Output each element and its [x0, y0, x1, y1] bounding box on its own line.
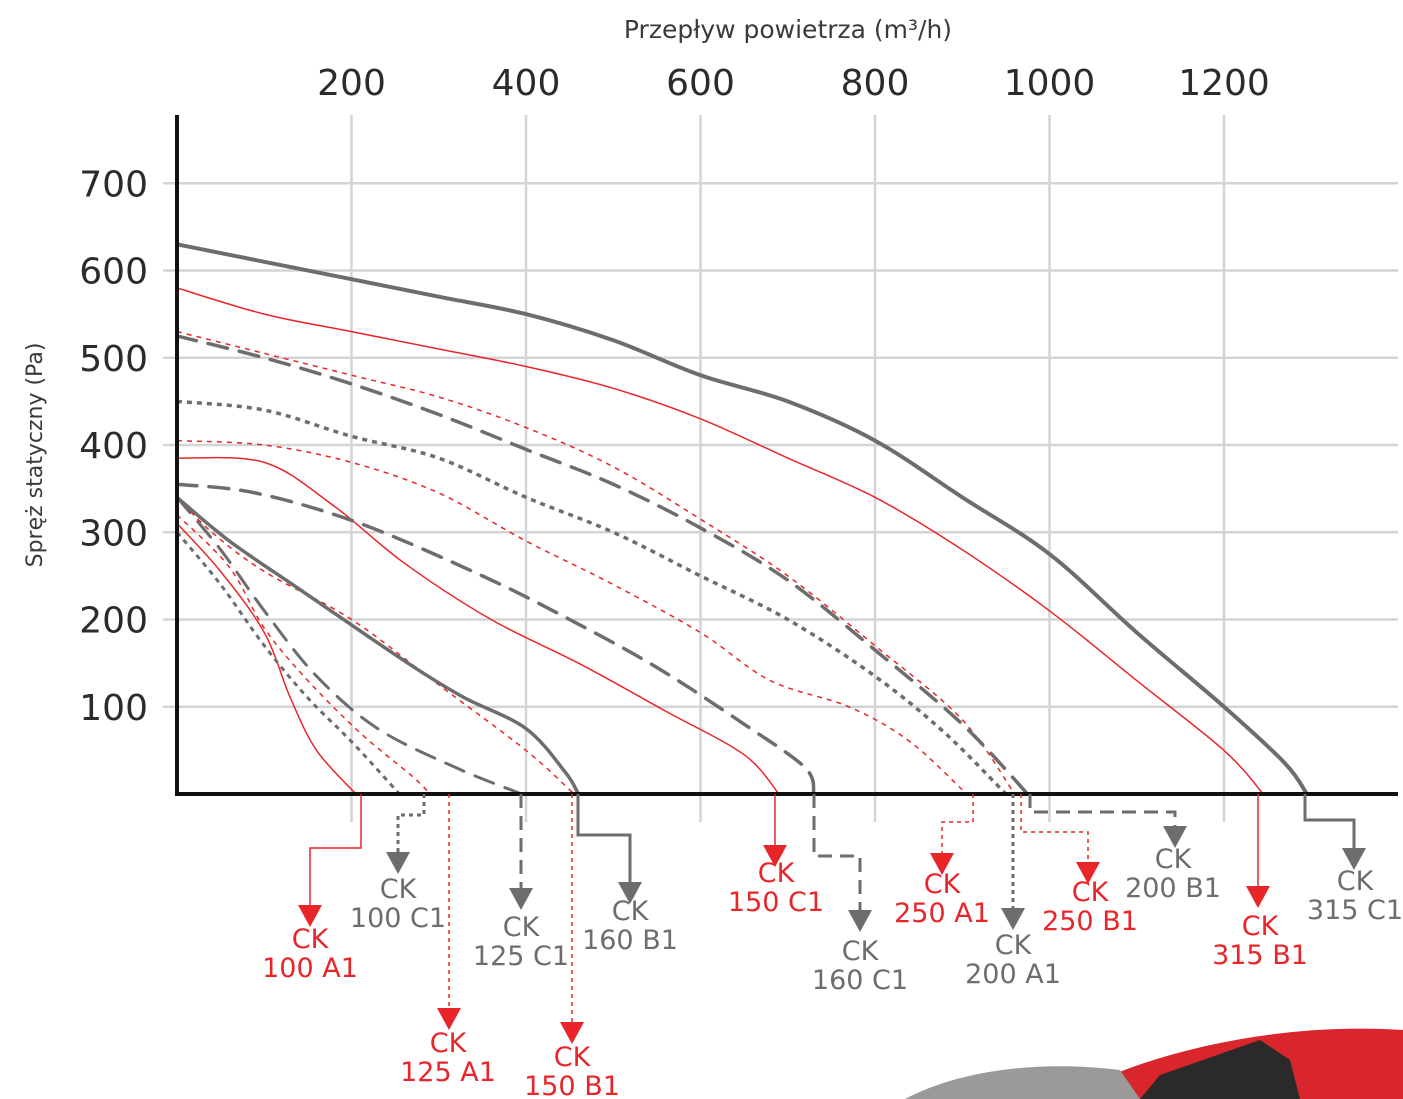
series-label-ck-315-b1: CK: [1242, 911, 1280, 942]
series-label-ck-200-b1-model: 200 B1: [1125, 873, 1221, 904]
series-label-ck-150-b1: CK: [554, 1042, 592, 1073]
curve-ck-160-b1: [175, 495, 581, 796]
series-label-ck-100-a1-model: 100 A1: [262, 953, 358, 984]
product-image-fragment: [905, 1028, 1403, 1099]
curve-ck-315-b1: [176, 287, 1265, 795]
series-label-ck-200-a1-model: 200 A1: [965, 959, 1061, 990]
y-axis-title: Spręż statyczny (Pa): [23, 343, 48, 568]
leader-line-ck-100-c1: [396, 794, 426, 852]
series-label-ck-150-b1-model: 150 B1: [524, 1071, 620, 1099]
y-tick-label: 200: [79, 601, 148, 642]
series-label-ck-160-c1-model: 160 C1: [812, 965, 908, 996]
series-label-ck-315-b1-model: 315 B1: [1212, 940, 1308, 971]
arrow-head-ck-150-b1: [560, 1022, 584, 1044]
series-label-ck-250-b1-model: 250 B1: [1042, 906, 1138, 937]
arrow-head-ck-125-c1: [509, 888, 533, 910]
y-tick-label: 700: [79, 164, 148, 205]
series-label-ck-160-c1: CK: [842, 936, 880, 967]
arrow-head-ck-100-c1: [386, 852, 410, 874]
series-label-ck-125-c1: CK: [503, 912, 541, 943]
arrow-head-ck-160-b1: [618, 882, 642, 904]
arrow-head-ck-100-a1: [298, 905, 322, 927]
series-label-ck-150-c1-model: 150 C1: [728, 887, 824, 918]
curve-ck-315-c1: [175, 242, 1309, 796]
leader-line-ck-200-b1: [1028, 794, 1177, 826]
series-label-ck-160-b1: CK: [612, 896, 650, 927]
product-dark-cap: [1140, 1040, 1300, 1099]
series-label-ck-160-b1-model: 160 B1: [582, 925, 678, 956]
curve-ck-150-c1: [176, 456, 780, 795]
series-label-ck-315-c1-model: 315 C1: [1307, 895, 1403, 926]
leader-line-ck-250-b1: [1020, 794, 1089, 862]
series-label-ck-125-c1-model: 125 C1: [473, 941, 569, 972]
arrow-head-ck-250-b1: [1076, 862, 1100, 884]
arrow-head-ck-200-a1: [1001, 908, 1025, 930]
y-tick-label: 600: [79, 252, 148, 293]
x-tick-label: 1200: [1178, 63, 1270, 104]
arrow-head-ck-250-a1: [930, 853, 954, 875]
curve-ck-100-c1: [175, 531, 401, 796]
curve-ck-160-c1: [175, 482, 816, 796]
arrow-head-ck-150-c1: [763, 845, 787, 867]
y-tick-label: 300: [79, 513, 148, 554]
x-tick-label: 400: [492, 63, 561, 104]
curve-ck-150-b1: [176, 496, 575, 795]
series-label-ck-200-b1: CK: [1155, 844, 1193, 875]
leader-line-ck-315-c1: [1303, 794, 1356, 848]
curve-ck-200-b1: [175, 334, 1030, 796]
arrow-head-ck-200-b1: [1163, 826, 1187, 848]
curve-ck-200-a1: [176, 399, 1008, 796]
series-label-ck-250-a1: CK: [924, 869, 962, 900]
series-label-ck-250-b1: CK: [1072, 877, 1110, 908]
series-label-ck-100-c1-model: 100 C1: [350, 903, 446, 934]
x-tick-label: 800: [841, 63, 910, 104]
y-tick-label: 500: [79, 339, 148, 380]
x-tick-label: 600: [666, 63, 735, 104]
arrow-head-ck-160-c1: [848, 910, 872, 932]
leader-line-ck-160-b1: [576, 794, 632, 882]
series-label-ck-315-c1: CK: [1337, 866, 1375, 897]
leader-line-ck-250-a1: [941, 794, 974, 853]
series-label-ck-250-a1-model: 250 A1: [894, 898, 990, 929]
series-label-ck-150-c1: CK: [758, 858, 796, 889]
x-axis-title: Przepływ powietrza (m³/h): [624, 15, 952, 44]
label-leaders: [298, 794, 1366, 1044]
series-label-ck-100-a1: CK: [292, 924, 330, 955]
leader-line-ck-100-a1: [309, 794, 362, 905]
product-gray-housing: [905, 1066, 1140, 1099]
curve-ck-125-c1: [175, 495, 524, 796]
axes: 200 400 600 800 1000 1200 100 200 300 400 500 600 70…: [79, 63, 1398, 796]
x-tick-label: 200: [317, 63, 386, 104]
leader-line-ck-160-c1: [812, 794, 862, 910]
grid-lines: [163, 115, 1398, 822]
series-label-ck-125-a1-model: 125 A1: [400, 1057, 496, 1088]
series-label-ck-200-a1: CK: [995, 930, 1033, 961]
series-label-ck-100-c1: CK: [380, 874, 418, 905]
y-tick-label: 400: [79, 426, 148, 467]
curve-ck-125-a1: [176, 514, 431, 795]
arrow-head-ck-315-b1: [1246, 886, 1270, 908]
curve-ck-250-b1: [176, 330, 1016, 795]
arrow-head-ck-315-c1: [1342, 848, 1366, 870]
arrow-head-ck-125-a1: [437, 1008, 461, 1030]
y-tick-label: 100: [79, 688, 148, 729]
curve-ck-100-a1: [176, 522, 357, 795]
x-tick-label: 1000: [1004, 63, 1096, 104]
curve-ck-250-a1: [176, 439, 968, 795]
curve-group: [175, 242, 1309, 796]
series-label-ck-125-a1: CK: [430, 1028, 468, 1059]
